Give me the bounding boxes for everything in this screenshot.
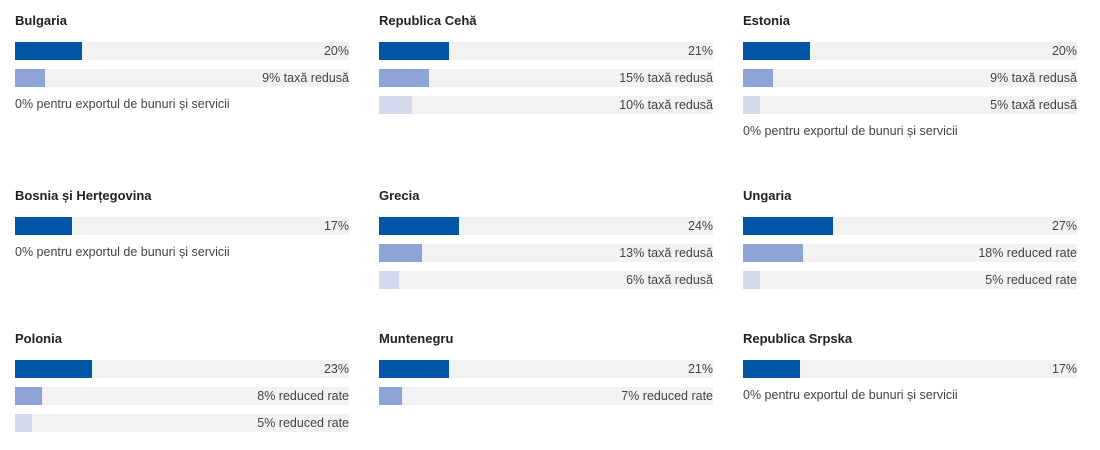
country-name: Estonia: [743, 13, 790, 28]
country-card-polonia: Polonia 23% 8% reduced rate 5% reduced rate: [15, 318, 349, 441]
rate-bar: [379, 387, 403, 405]
rate-bar-track: 5% reduced rate: [15, 414, 349, 432]
rate-bar: [15, 217, 72, 235]
rate-label: 24%: [687, 219, 713, 233]
rate-bar: [379, 69, 430, 87]
rate-label: 17%: [323, 219, 349, 233]
export-note: 0% pentru exportul de bunuri și servicii: [743, 388, 958, 402]
rate-bar-track: 8% reduced rate: [15, 387, 349, 405]
country-card-ungaria: Ungaria 27% 18% reduced rate 5% reduced rat…: [743, 175, 1077, 298]
rate-bar: [15, 69, 46, 87]
export-note: 0% pentru exportul de bunuri și servicii: [15, 97, 230, 111]
rate-label: 6% taxă redusă: [626, 273, 713, 287]
rate-label: 8% reduced rate: [257, 389, 349, 403]
rate-bar-track: 21%: [379, 360, 713, 378]
rate-label: 15% taxă redusă: [619, 71, 713, 85]
rate-bar-track: 20%: [743, 42, 1077, 60]
rate-bar: [379, 217, 460, 235]
rate-bar-track: 17%: [15, 217, 349, 235]
rate-bar: [743, 217, 834, 235]
rate-bar-track: 24%: [379, 217, 713, 235]
rate-bar: [379, 271, 400, 289]
rate-bar-track: 23%: [15, 360, 349, 378]
rate-bar-track: 5% taxă redusă: [743, 96, 1077, 114]
country-name: Ungaria: [743, 188, 792, 203]
country-name: Grecia: [379, 188, 420, 203]
rate-bar: [379, 42, 450, 60]
rate-label: 5% taxă redusă: [990, 98, 1077, 112]
export-note: 0% pentru exportul de bunuri și servicii: [743, 124, 958, 138]
rate-bar: [743, 69, 774, 87]
country-card-estonia: Estonia 20% 9% taxă redusă 5% taxă redusă 0%…: [743, 0, 1077, 139]
country-card-bulgaria: Bulgaria 20% 9% taxă redusă 0% pentru expor…: [15, 0, 349, 112]
rate-bar-track: 6% taxă redusă: [379, 271, 713, 289]
rate-bar-track: 21%: [379, 42, 713, 60]
rate-bar-track: 13% taxă redusă: [379, 244, 713, 262]
rate-label: 20%: [1051, 44, 1077, 58]
country-name: Bosnia și Herțegovina: [15, 188, 152, 203]
rate-label: 21%: [687, 362, 713, 376]
rate-bar: [743, 42, 810, 60]
rate-bar-track: 9% taxă redusă: [743, 69, 1077, 87]
rate-bar-track: 27%: [743, 217, 1077, 235]
rate-bar: [743, 360, 800, 378]
rate-bar: [15, 360, 92, 378]
rate-bar: [379, 244, 423, 262]
rate-label: 10% taxă redusă: [619, 98, 713, 112]
rate-label: 21%: [687, 44, 713, 58]
rate-bar: [743, 96, 760, 114]
rate-bar: [743, 271, 760, 289]
rate-label: 20%: [323, 44, 349, 58]
rate-bar: [379, 360, 450, 378]
rate-bar: [15, 414, 32, 432]
rate-label: 5% reduced rate: [257, 416, 349, 430]
rate-bar-track: 17%: [743, 360, 1077, 378]
rate-label: 27%: [1051, 219, 1077, 233]
rate-label: 18% reduced rate: [978, 246, 1077, 260]
rate-label: 9% taxă redusă: [990, 71, 1077, 85]
rate-bar-track: 9% taxă redusă: [15, 69, 349, 87]
rate-bar-track: 20%: [15, 42, 349, 60]
country-card-bosnia-si-hertegovina: Bosnia și Herțegovina 17% 0% pentru export…: [15, 175, 349, 260]
rate-label: 9% taxă redusă: [262, 71, 349, 85]
rate-label: 17%: [1051, 362, 1077, 376]
country-card-muntenegru: Muntenegru 21% 7% reduced rate: [379, 318, 713, 414]
rate-bar-track: 10% taxă redusă: [379, 96, 713, 114]
rate-bar: [379, 96, 413, 114]
country-name: Bulgaria: [15, 13, 68, 28]
export-note: 0% pentru exportul de bunuri și servicii: [15, 245, 230, 259]
country-name: Republica Cehă: [379, 13, 477, 28]
rate-bar-track: 7% reduced rate: [379, 387, 713, 405]
rate-bar-track: 18% reduced rate: [743, 244, 1077, 262]
rate-bar: [15, 387, 42, 405]
rate-label: 23%: [323, 362, 349, 376]
rate-bar-track: 5% reduced rate: [743, 271, 1077, 289]
country-card-republica-srpska: Republica Srpska 17% 0% pentru exportul de…: [743, 318, 1077, 403]
rate-bar-track: 15% taxă redusă: [379, 69, 713, 87]
rate-bar: [15, 42, 82, 60]
country-name: Republica Srpska: [743, 331, 853, 346]
rate-label: 13% taxă redusă: [619, 246, 713, 260]
country-name: Polonia: [15, 331, 62, 346]
rate-bar: [743, 244, 804, 262]
rate-label: 5% reduced rate: [985, 273, 1077, 287]
rate-label: 7% reduced rate: [621, 389, 713, 403]
country-card-republica-ceha: Republica Cehă 21% 15% taxă redusă 10% taxă…: [379, 0, 713, 123]
country-name: Muntenegru: [379, 331, 454, 346]
country-card-grecia: Grecia 24% 13% taxă redusă 6% taxă redusă: [379, 175, 713, 298]
